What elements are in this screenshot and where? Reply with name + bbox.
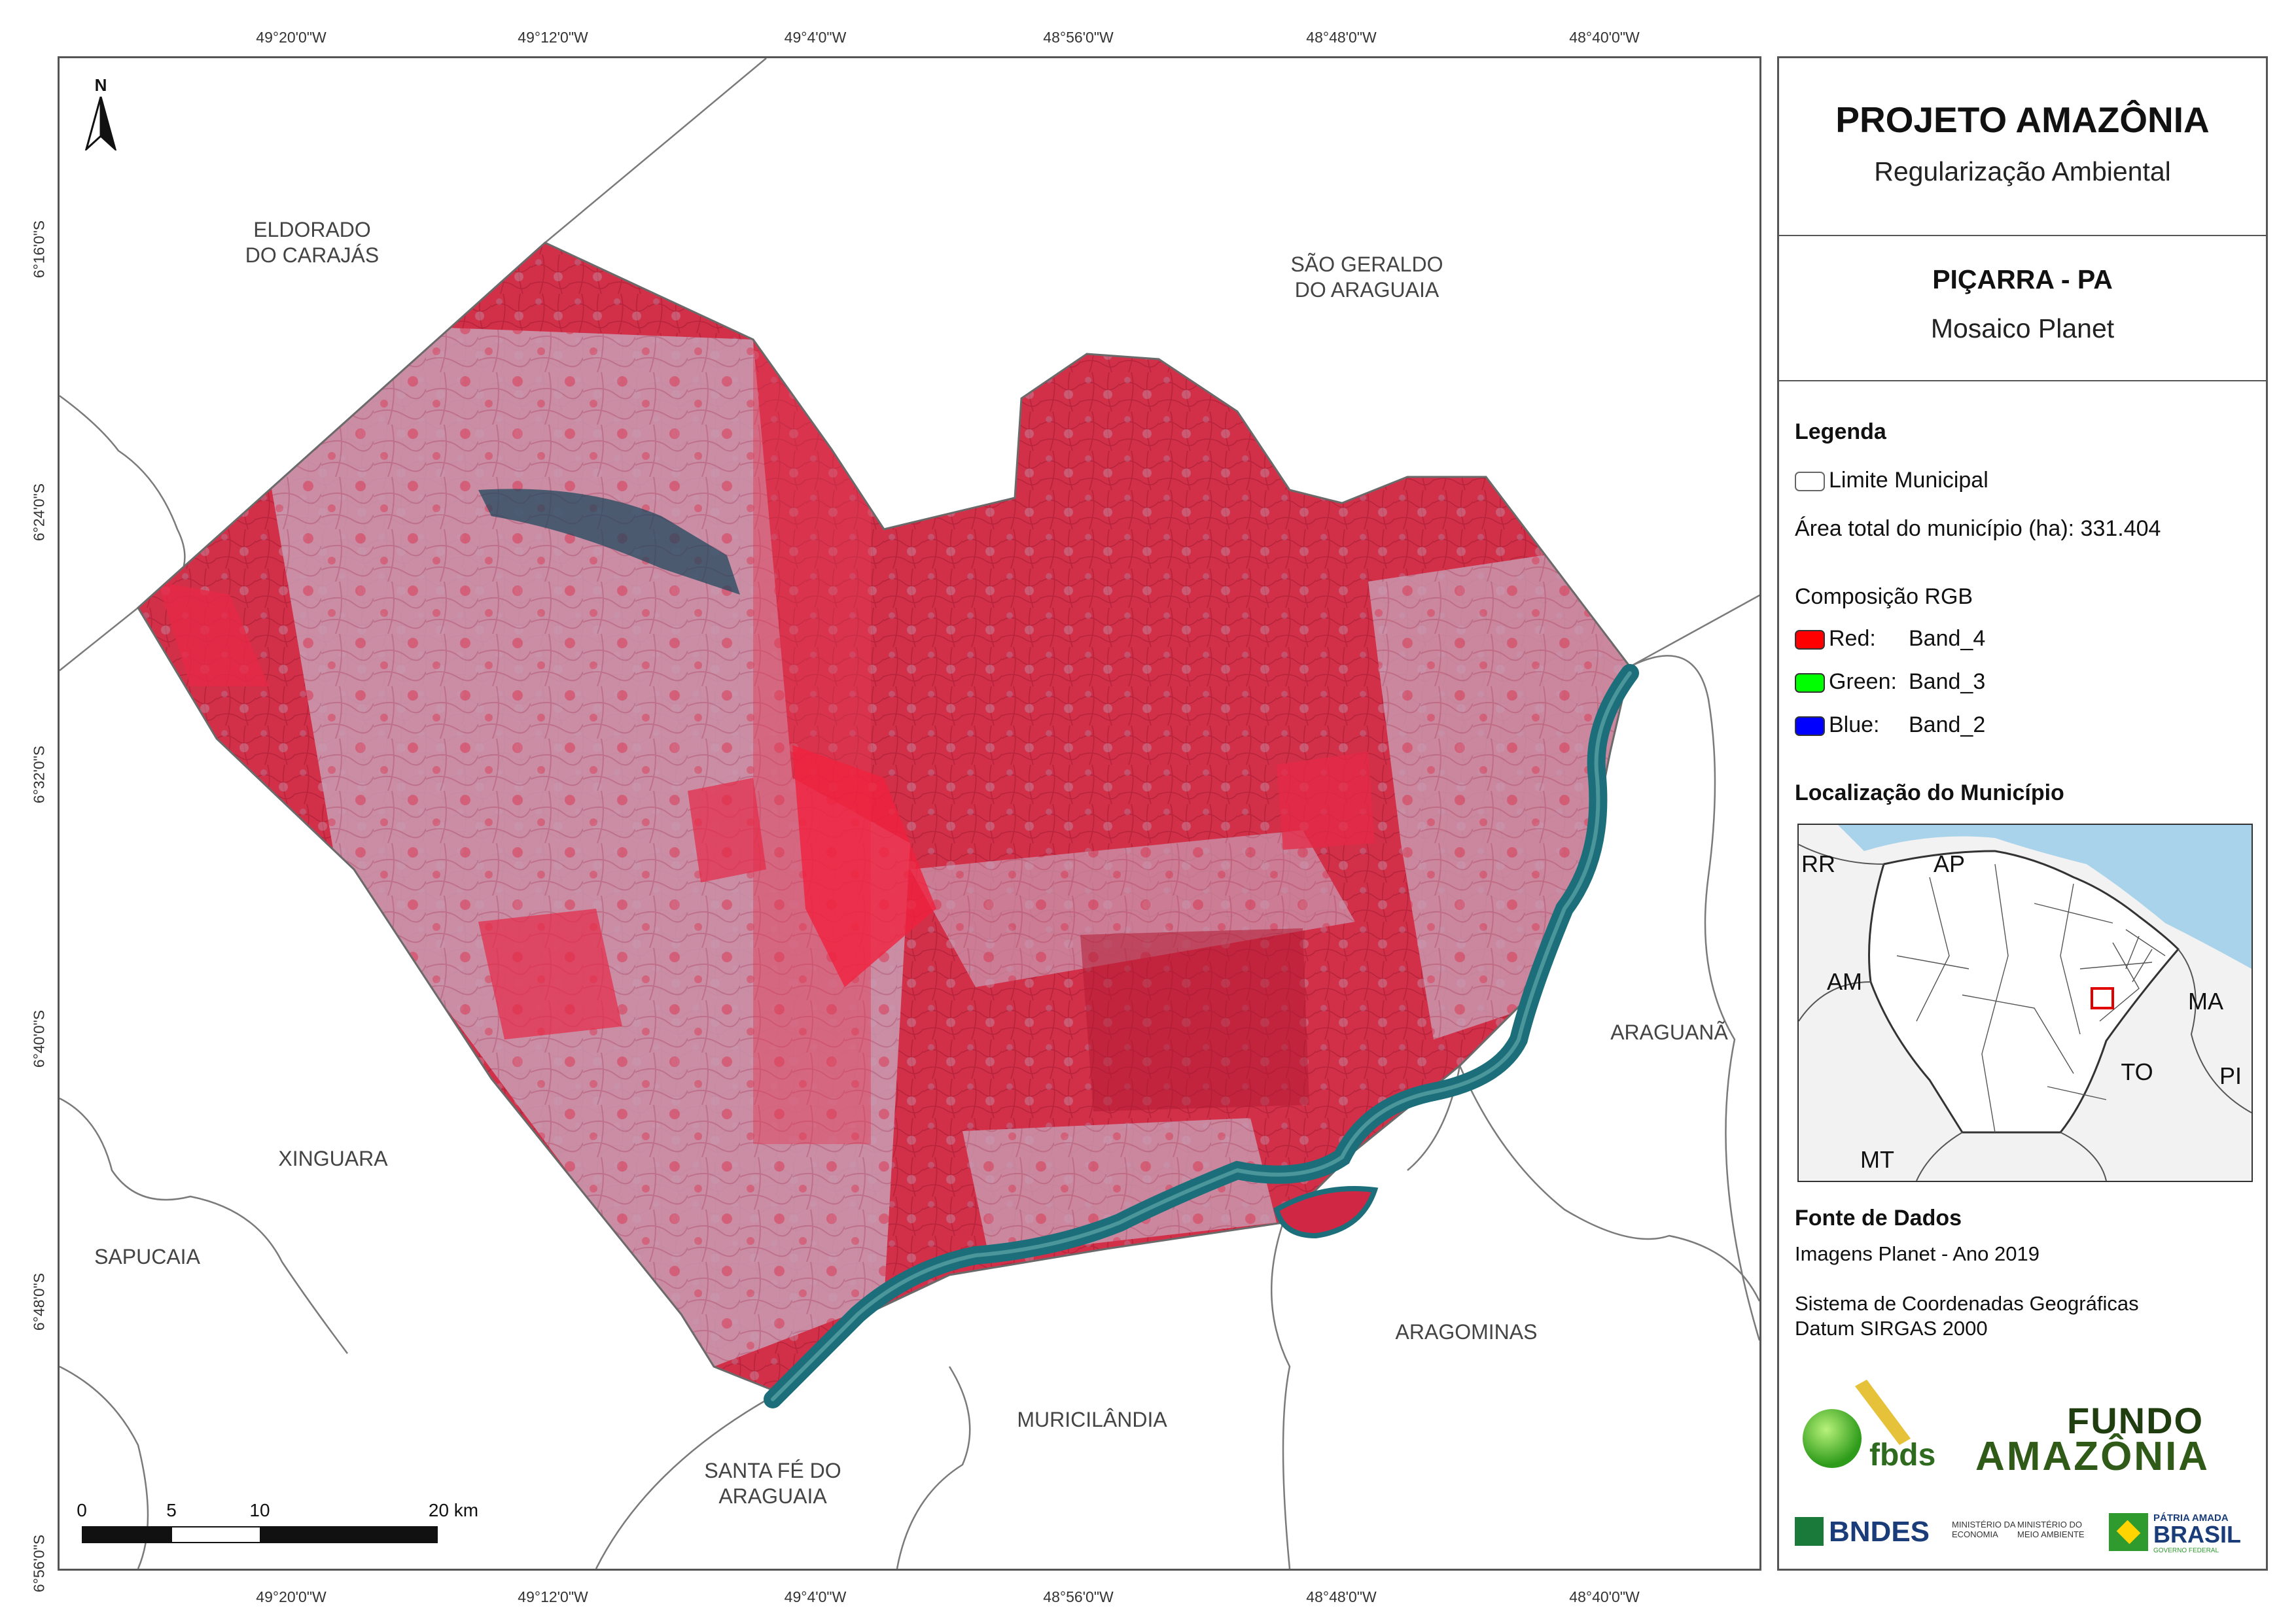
top-coord-2: 49°12'0"W (518, 29, 588, 46)
brazil-flag-icon (2109, 1513, 2148, 1551)
title-section: PROJETO AMAZÔNIA Regularização Ambiental (1779, 58, 2266, 236)
sources-title: Fonte de Dados (1795, 1206, 1962, 1230)
label-santa-fe: SANTA FÉ DO ARAGUAIA (704, 1459, 841, 1508)
municipality-title: PIÇARRA - PA (1932, 264, 2113, 294)
legend-red: Red: Band_4 (1795, 626, 1985, 652)
label-sapucaia: SAPUCAIA (94, 1245, 200, 1268)
river-island (1273, 1186, 1379, 1239)
main-map[interactable]: N ELDORADO DO CARAJÁS SÃO GERALDO DO ARAGU… (58, 56, 1761, 1571)
min-meio-ambiente: MINISTÉRIO DO MEIO AMBIENTE (2017, 1520, 2085, 1539)
bndes-icon (1795, 1517, 1824, 1546)
map-canvas (60, 58, 1759, 1569)
state-rr: RR (1801, 850, 1835, 877)
left-coord-2: 6°24'0"S (30, 483, 48, 542)
fbds-logo-icon (1803, 1380, 1911, 1468)
location-map[interactable]: RR AP AM MA TO PI MT (1797, 824, 2253, 1182)
label-araguana: ARAGUANÃ (1610, 1021, 1728, 1044)
para-municipalities (1896, 864, 2166, 1133)
fbds-logo: fbds (1796, 1373, 1953, 1473)
green-swatch (1795, 673, 1825, 693)
bottom-coord-5: 48°48'0"W (1306, 1588, 1377, 1605)
rgb-title: Composição RGB (1795, 584, 1973, 609)
top-coord-4: 48°56'0"W (1043, 29, 1114, 46)
scale-seg-2 (171, 1526, 261, 1543)
scale-tick-5: 5 (166, 1500, 177, 1520)
sources-images: Imagens Planet - Ano 2019 (1795, 1242, 2040, 1265)
page-subtitle: Regularização Ambiental (1874, 156, 2171, 186)
left-coord-1: 6°16'0"S (30, 220, 48, 279)
mosaic-title: Mosaico Planet (1930, 313, 2115, 343)
legend-title: Legenda (1795, 419, 1886, 444)
bottom-coord-6: 48°40'0"W (1569, 1588, 1640, 1605)
label-aragominas: ARAGOMINAS (1395, 1320, 1538, 1344)
sources-crs: Sistema de Coordenadas Geográficas (1795, 1292, 2139, 1315)
bottom-coord-1: 49°20'0"W (256, 1588, 327, 1605)
location-marker (2091, 987, 2114, 1009)
label-muricilandia: MURICILÂNDIA (1017, 1408, 1167, 1431)
top-coord-5: 48°48'0"W (1306, 29, 1377, 46)
state-am: AM (1827, 968, 1862, 995)
blue-swatch (1795, 716, 1825, 737)
bottom-coord-3: 49°4'0"W (784, 1588, 847, 1605)
sources-datum: Datum SIRGAS 2000 (1795, 1317, 1988, 1340)
legend-limit: Limite Municipal (1795, 468, 1988, 493)
state-boundaries (1799, 844, 2252, 1181)
scale-tick-10: 10 (249, 1500, 270, 1520)
red-swatch (1795, 630, 1825, 650)
state-ma: MA (2188, 988, 2223, 1015)
state-ap: AP (1933, 850, 1966, 877)
scale-tick-20: 20 km (428, 1500, 479, 1520)
scale-tick-0: 0 (77, 1500, 87, 1520)
north-label: N (94, 75, 107, 95)
label-sao-geraldo: SÃO GERALDO DO ARAGUAIA (1290, 253, 1443, 302)
state-pi: PI (2219, 1062, 2242, 1089)
north-arrow: N (78, 75, 124, 154)
scale-seg-1 (82, 1526, 172, 1543)
bottom-coord-2: 49°12'0"W (518, 1588, 588, 1605)
ocean (1838, 825, 2252, 969)
left-coord-6: 6°56'0"S (30, 1534, 48, 1593)
left-coord-3: 6°32'0"S (30, 745, 48, 804)
top-coord-6: 48°40'0"W (1569, 29, 1640, 46)
patria-amada-logo: PÁTRIA AMADA BRASIL GOVERNO FEDERAL (2153, 1512, 2241, 1555)
partner-logos: BNDES MINISTÉRIO DA ECONOMIA MINISTÉRIO D… (1795, 1513, 2272, 1559)
scale-seg-3 (260, 1526, 438, 1543)
legend-green: Green: Band_3 (1795, 669, 1985, 695)
legend-blue: Blue: Band_2 (1795, 712, 1985, 738)
limit-swatch (1795, 472, 1825, 492)
para-state (1868, 850, 2180, 1134)
label-xinguara: XINGUARA (278, 1147, 388, 1170)
top-coord-3: 49°4'0"W (784, 29, 847, 46)
location-title: Localização do Município (1795, 780, 2064, 805)
top-coord-1: 49°20'0"W (256, 29, 327, 46)
bottom-coord-4: 48°56'0"W (1043, 1588, 1114, 1605)
location-map-canvas (1799, 825, 2252, 1181)
left-coord-4: 6°40'0"S (30, 1009, 48, 1068)
side-panel: PROJETO AMAZÔNIA Regularização Ambiental… (1777, 56, 2268, 1571)
page-title: PROJETO AMAZÔNIA (1835, 99, 2210, 140)
state-to: TO (2121, 1058, 2153, 1085)
municipality-section: PIÇARRA - PA Mosaico Planet (1779, 235, 2266, 381)
min-economia: MINISTÉRIO DA ECONOMIA (1952, 1520, 2016, 1539)
area-text: Área total do município (ha): 331.404 (1795, 516, 2161, 541)
north-arrow-icon (84, 96, 117, 152)
left-coord-5: 6°48'0"S (30, 1272, 48, 1331)
fundo-amazonia-logo: FUNDO AMAZÔNIA (1975, 1400, 2210, 1479)
label-eldorado: ELDORADO DO CARAJÁS (245, 218, 380, 267)
bndes-logo: BNDES (1829, 1516, 1930, 1548)
state-mt: MT (1860, 1146, 1894, 1173)
